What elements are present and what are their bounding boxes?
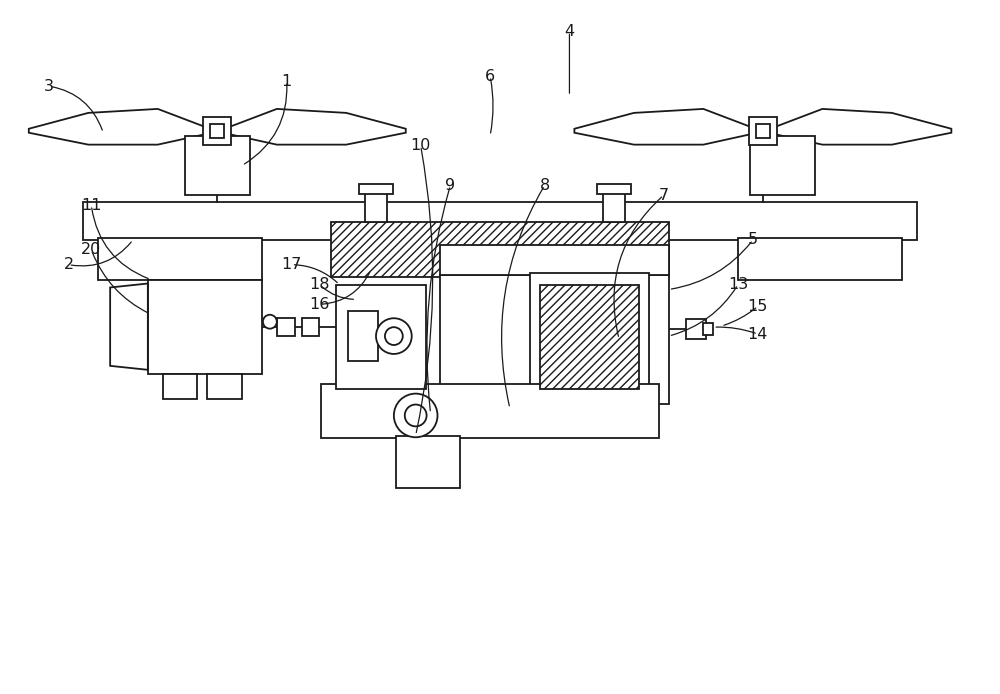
- Bar: [603, 190, 625, 222]
- Bar: [540, 285, 639, 389]
- Bar: [83, 202, 917, 240]
- Text: 5: 5: [748, 232, 758, 247]
- Circle shape: [394, 393, 438, 437]
- Text: 13: 13: [728, 277, 748, 292]
- Bar: [365, 190, 387, 222]
- Text: 14: 14: [748, 327, 768, 341]
- Bar: [756, 124, 770, 137]
- Bar: [277, 318, 295, 336]
- Text: 2: 2: [63, 257, 74, 272]
- Bar: [440, 275, 669, 403]
- Bar: [750, 136, 815, 195]
- Polygon shape: [574, 109, 753, 144]
- Polygon shape: [773, 109, 951, 144]
- Bar: [203, 117, 231, 144]
- Bar: [359, 185, 393, 194]
- Polygon shape: [110, 284, 148, 370]
- Circle shape: [405, 405, 427, 426]
- Bar: [597, 185, 631, 194]
- Bar: [396, 437, 460, 488]
- Bar: [703, 323, 713, 335]
- Text: 7: 7: [659, 187, 669, 203]
- Bar: [440, 245, 669, 275]
- Bar: [336, 285, 426, 389]
- Text: 16: 16: [309, 297, 330, 312]
- Text: 4: 4: [564, 24, 575, 39]
- Bar: [738, 238, 902, 280]
- Bar: [210, 124, 224, 137]
- Bar: [207, 374, 242, 398]
- Bar: [148, 280, 262, 374]
- Polygon shape: [29, 109, 207, 144]
- Text: 8: 8: [540, 178, 550, 193]
- Circle shape: [263, 315, 277, 329]
- Polygon shape: [227, 109, 406, 144]
- Text: 3: 3: [44, 78, 54, 94]
- Bar: [686, 319, 706, 339]
- Text: 10: 10: [410, 138, 431, 153]
- Text: 9: 9: [445, 178, 455, 193]
- Bar: [185, 136, 250, 195]
- Circle shape: [385, 327, 403, 345]
- Text: 6: 6: [485, 69, 495, 84]
- Text: 15: 15: [748, 299, 768, 314]
- Bar: [749, 117, 777, 144]
- Circle shape: [376, 319, 412, 354]
- Bar: [302, 318, 319, 336]
- Text: 17: 17: [281, 257, 302, 272]
- Text: 20: 20: [81, 242, 101, 257]
- Bar: [163, 374, 197, 398]
- Text: 18: 18: [309, 277, 330, 292]
- Bar: [331, 222, 669, 277]
- Text: 11: 11: [81, 198, 102, 212]
- Bar: [348, 312, 378, 361]
- Bar: [321, 384, 659, 439]
- Text: 1: 1: [282, 74, 292, 89]
- Bar: [98, 238, 262, 280]
- Bar: [530, 273, 649, 400]
